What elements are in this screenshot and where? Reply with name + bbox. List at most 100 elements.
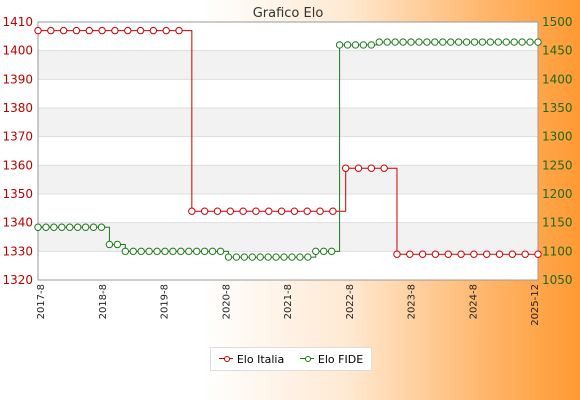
y-right-tick-label: 1250	[542, 158, 573, 172]
series-point-1	[89, 223, 98, 231]
series-point-0	[111, 26, 119, 35]
series-point-0	[290, 207, 299, 215]
legend-label-italia: Elo Italia	[236, 352, 285, 366]
legend-item-elo-fide: Elo FIDE	[299, 353, 363, 366]
y-right-tick-label: 1300	[542, 130, 573, 144]
series-point-1	[518, 38, 526, 46]
series-point-1	[312, 247, 320, 256]
series-point-1	[296, 253, 304, 261]
series-point-0	[47, 26, 55, 35]
series-point-0	[34, 26, 42, 35]
grid-band	[38, 136, 538, 166]
series-point-0	[470, 250, 478, 258]
series-point-1	[423, 38, 431, 46]
series-point-1	[224, 253, 233, 261]
series-point-0	[483, 250, 491, 258]
series-point-0	[213, 207, 222, 215]
series-point-1	[462, 38, 471, 46]
series-point-1	[272, 253, 280, 261]
series-point-0	[277, 207, 286, 215]
series-point-0	[59, 26, 68, 35]
grid-band	[38, 50, 538, 80]
y-right-tick-label: 1050	[542, 273, 573, 287]
series-point-0	[72, 26, 81, 35]
series-point-1	[153, 247, 161, 256]
series-point-1	[383, 38, 391, 46]
series-point-1	[304, 253, 312, 261]
y-left-tick-label: 1340	[2, 216, 33, 230]
series-point-1	[367, 41, 376, 49]
series-point-1	[478, 38, 487, 46]
series-point-1	[470, 38, 479, 46]
x-tick-label: 2023-8	[407, 284, 418, 319]
series-point-1	[454, 38, 463, 46]
series-point-1	[177, 247, 185, 256]
chart-title: Grafico Elo	[253, 6, 324, 21]
series-point-0	[431, 250, 440, 258]
grid-band	[38, 22, 538, 51]
series-point-1	[407, 38, 415, 46]
x-tick-label: 2019-8	[160, 284, 171, 319]
series-point-0	[534, 250, 542, 258]
series-point-0	[200, 207, 209, 215]
series-point-0	[406, 250, 414, 258]
series-point-0	[85, 26, 93, 35]
y-right-tick-label: 1400	[542, 72, 573, 86]
series-point-0	[367, 164, 376, 172]
series-point-1	[73, 223, 82, 231]
series-point-0	[265, 207, 273, 215]
grid-band	[38, 222, 538, 252]
y-left-tick-label: 1380	[2, 101, 33, 115]
series-point-1	[208, 247, 217, 256]
series-point-1	[494, 38, 503, 46]
series-point-0	[239, 207, 247, 215]
series-point-0	[149, 26, 158, 35]
y-left-tick-label: 1410	[2, 15, 33, 29]
series-point-0	[329, 207, 337, 215]
series-point-0	[393, 250, 401, 258]
grid-band	[38, 194, 538, 223]
x-tick-label: 2021-8	[283, 284, 294, 319]
series-point-1	[526, 38, 534, 46]
x-tick-label: 2025-12	[530, 284, 541, 326]
series-point-1	[145, 247, 153, 256]
series-point-0	[136, 26, 145, 35]
x-tick-label: 2018-8	[98, 284, 109, 319]
y-left-tick-label: 1320	[2, 273, 33, 287]
series-point-1	[34, 223, 42, 231]
series-point-1	[320, 247, 328, 256]
y-right-tick-label: 1100	[542, 244, 573, 258]
series-point-1	[248, 253, 256, 261]
series-point-1	[97, 223, 106, 231]
series-point-0	[162, 26, 170, 35]
series-point-1	[264, 253, 272, 261]
series-point-0	[341, 164, 350, 172]
series-point-0	[457, 250, 465, 258]
series-point-1	[446, 38, 455, 46]
chart-legend: Elo Italia Elo FIDE	[210, 347, 372, 371]
series-point-1	[240, 253, 249, 261]
grid-band	[38, 79, 538, 108]
series-point-1	[50, 223, 58, 231]
plot-area: 1320 1330 1340 1350 1360 1370 1380 1390 1400 1410…	[2, 15, 572, 326]
series-point-1	[200, 247, 209, 256]
y-right-tick-label: 1350	[542, 101, 573, 115]
legend-marker-italia	[218, 355, 233, 363]
series-point-1	[121, 247, 130, 256]
series-point-0	[444, 250, 452, 258]
series-point-0	[521, 250, 529, 258]
grid-band	[38, 251, 538, 280]
series-point-1	[280, 253, 288, 261]
series-point-0	[175, 26, 183, 35]
series-point-1	[359, 41, 368, 49]
y-left-tick-label: 1390	[2, 72, 33, 86]
series-point-1	[216, 247, 225, 256]
y-left-tick-label: 1360	[2, 158, 33, 172]
series-point-1	[327, 247, 336, 256]
series-point-0	[226, 207, 235, 215]
series-point-0	[508, 250, 517, 258]
series-point-1	[375, 38, 383, 46]
plot-border	[37, 21, 539, 281]
